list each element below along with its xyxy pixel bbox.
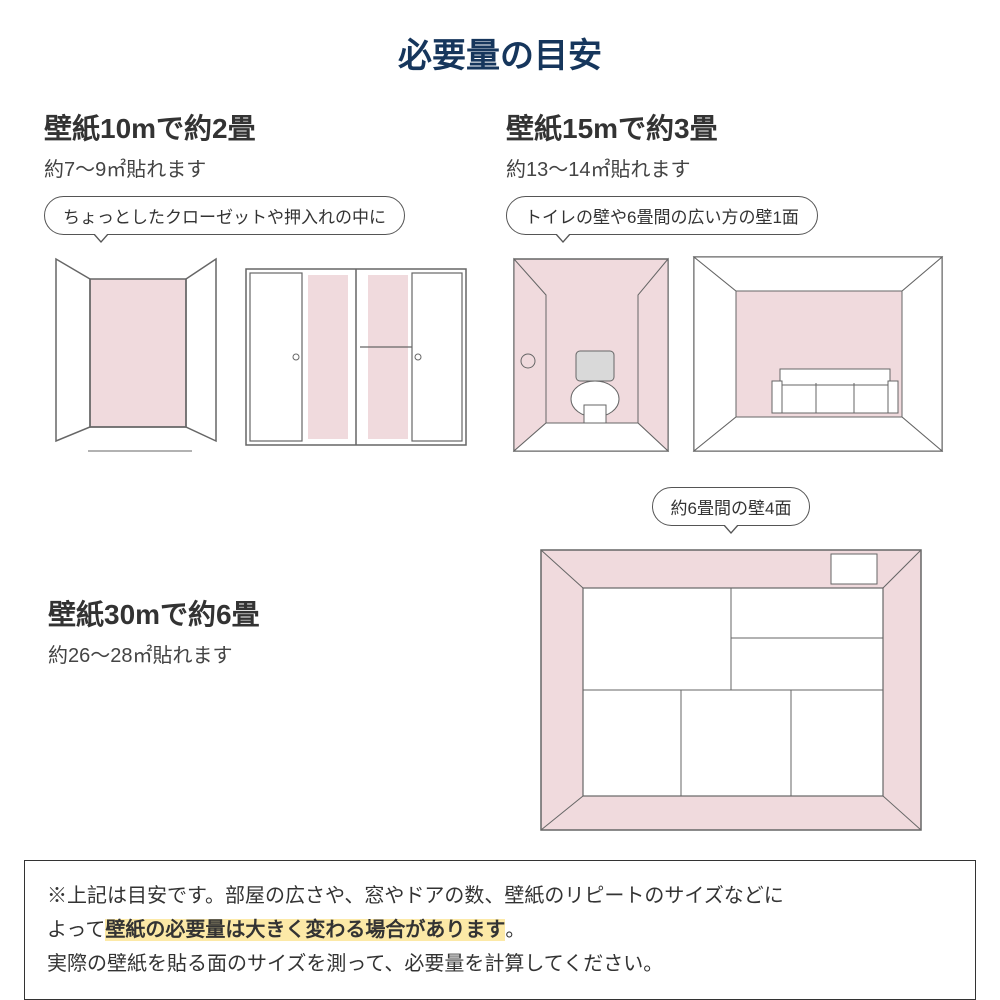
room-one-wall-icon — [688, 251, 948, 461]
illustration-row — [506, 251, 956, 461]
section-10m: 壁紙10mで約2畳 約7～9㎡貼れます ちょっとしたクローゼットや押入れの中に — [38, 97, 500, 469]
page-title: 必要量の目安 — [0, 0, 1000, 77]
section-30m: 壁紙30mで約6畳 約26～28㎡貼れます — [38, 473, 500, 840]
info-grid: 壁紙10mで約2畳 約7～9㎡貼れます ちょっとしたクローゼットや押入れの中に — [0, 77, 1000, 469]
closet-open-icon — [44, 251, 224, 461]
disclaimer-box: ※上記は目安です。部屋の広さや、窓やドアの数、壁紙のリピートのサイズなどに よっ… — [24, 860, 976, 1000]
caption-bubble: 約6畳間の壁4面 — [652, 487, 811, 526]
disclaimer-line-3: 実際の壁紙を貼る面のサイズを測って、必要量を計算してください。 — [47, 947, 953, 981]
section-subtext: 約13～14㎡貼れます — [506, 153, 956, 182]
section-30m-row: 壁紙30mで約6畳 約26～28㎡貼れます 約6畳間の壁4面 — [0, 473, 1000, 840]
section-15m: 壁紙15mで約3畳 約13～14㎡貼れます トイレの壁や6畳間の広い方の壁1面 — [500, 97, 962, 469]
caption-bubble: トイレの壁や6畳間の広い方の壁1面 — [506, 196, 818, 235]
section-heading: 壁紙30mで約6畳 — [48, 593, 500, 633]
room-four-walls-icon — [531, 540, 931, 840]
disclaimer-line-2: よって壁紙の必要量は大きく変わる場合があります。 — [47, 913, 953, 947]
disclaimer-line-1: ※上記は目安です。部屋の広さや、窓やドアの数、壁紙のリピートのサイズなどに — [47, 879, 953, 913]
toilet-room-icon — [506, 251, 676, 461]
disclaimer-highlight: 壁紙の必要量は大きく変わる場合があります — [105, 919, 505, 941]
sliding-closet-icon — [236, 251, 476, 461]
illustration-row — [44, 251, 494, 461]
section-subtext: 約26～28㎡貼れます — [48, 639, 500, 668]
disclaimer-line2-post: 。 — [505, 919, 525, 941]
section-subtext: 約7～9㎡貼れます — [44, 153, 494, 182]
section-heading: 壁紙15mで約3畳 — [506, 107, 956, 147]
caption-bubble: ちょっとしたクローゼットや押入れの中に — [44, 196, 405, 235]
disclaimer-line2-pre: よって — [47, 919, 105, 941]
section-heading: 壁紙10mで約2畳 — [44, 107, 494, 147]
